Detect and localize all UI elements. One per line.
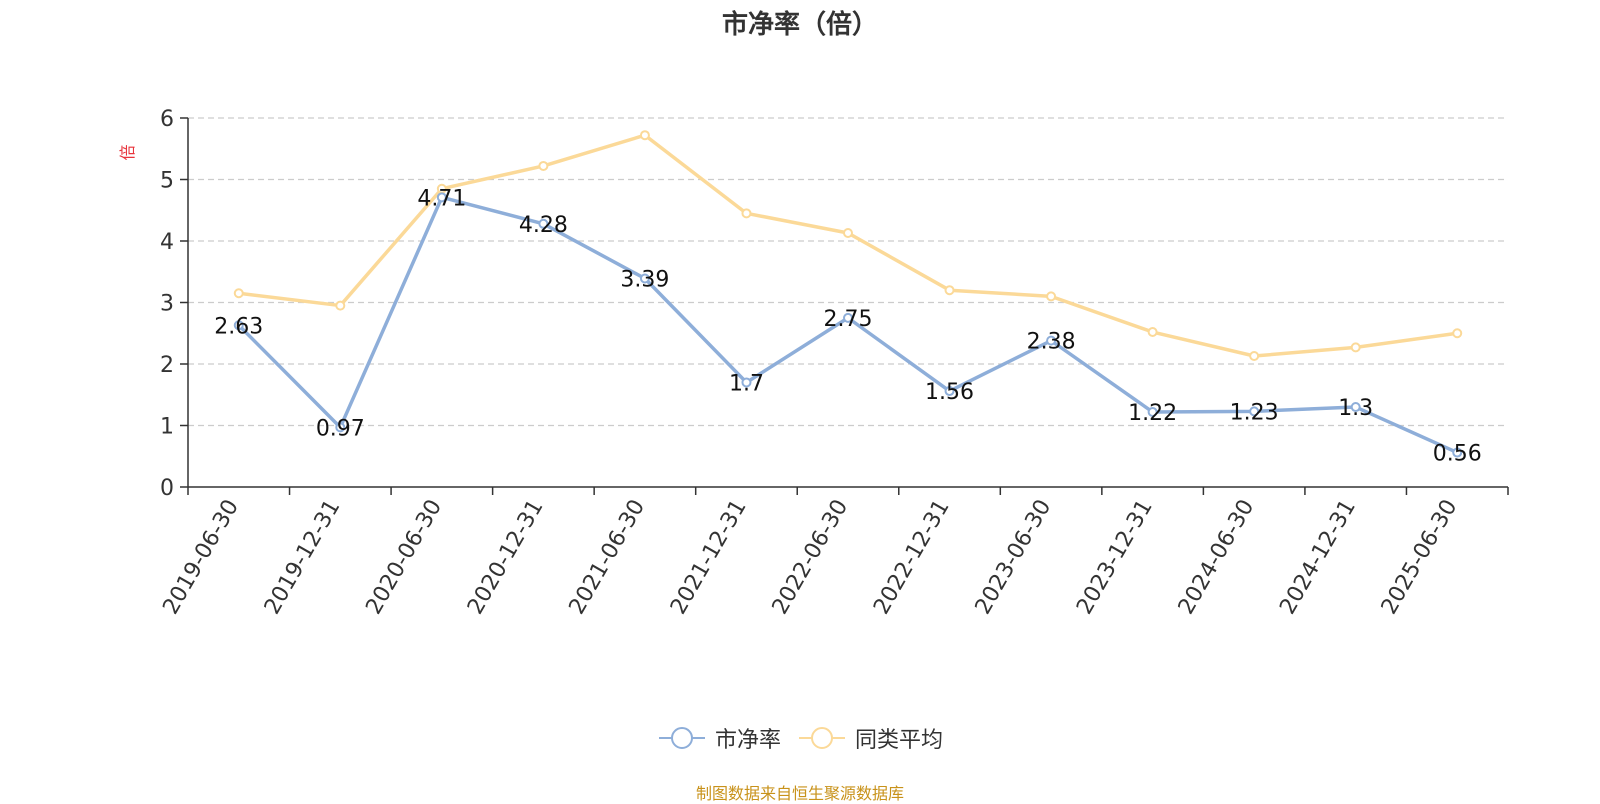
legend-label: 同类平均	[855, 728, 944, 753]
x-tick-label: 2020-12-31	[463, 496, 549, 619]
data-label: 1.22	[1128, 401, 1177, 426]
legend-marker-icon	[799, 727, 845, 749]
data-point-0[interactable]	[944, 386, 955, 397]
data-point-1[interactable]	[1046, 291, 1057, 302]
legend: 市净率 同类平均	[0, 722, 1600, 754]
data-label: 0.56	[1433, 442, 1482, 467]
data-point-1[interactable]	[233, 288, 244, 299]
x-tick-label: 2023-06-30	[971, 496, 1057, 619]
data-point-0[interactable]	[639, 273, 650, 284]
data-point-0[interactable]	[1046, 335, 1057, 346]
x-tick-label: 2021-06-30	[565, 496, 651, 619]
y-tick-label: 0	[160, 476, 174, 501]
data-point-0[interactable]	[1452, 447, 1463, 458]
data-point-0[interactable]	[1147, 406, 1158, 417]
legend-label: 市净率	[714, 728, 781, 753]
data-point-0[interactable]	[843, 312, 853, 323]
data-point-1[interactable]	[1147, 327, 1158, 338]
source-note: 制图数据来自恒生聚源数据库	[695, 784, 904, 803]
chart-title: 市净率（倍）	[721, 10, 878, 40]
legend-item-series-0[interactable]: 市净率	[657, 722, 781, 754]
x-tick-label: 2019-06-30	[158, 496, 244, 619]
data-point-1[interactable]	[1350, 342, 1361, 353]
legend-marker-icon	[658, 727, 705, 749]
x-tick-label: 2021-12-31	[666, 496, 752, 619]
data-label: 3.39	[620, 268, 669, 293]
data-label: 1.56	[925, 380, 974, 405]
data-label: 0.97	[316, 416, 365, 441]
data-point-1[interactable]	[741, 208, 752, 219]
y-axis-label: 倍	[118, 144, 137, 160]
data-point-1[interactable]	[944, 285, 955, 296]
x-tick-label: 2020-06-30	[361, 496, 447, 619]
x-tick-label: 2023-12-31	[1072, 496, 1158, 619]
data-point-0[interactable]	[1350, 402, 1361, 413]
data-point-1[interactable]	[538, 160, 549, 171]
x-tick-label: 2022-06-30	[768, 496, 854, 619]
data-point-1[interactable]	[639, 130, 650, 141]
data-point-0[interactable]	[436, 192, 447, 203]
data-point-0[interactable]	[741, 377, 752, 388]
data-point-0[interactable]	[1249, 406, 1260, 417]
y-tick-label: 6	[160, 107, 174, 132]
data-point-0[interactable]	[538, 218, 549, 229]
data-label: 2.38	[1027, 330, 1076, 355]
data-point-0[interactable]	[335, 422, 346, 433]
data-point-0[interactable]	[233, 320, 244, 331]
data-point-1[interactable]	[1249, 351, 1260, 362]
data-label: 2.63	[214, 314, 263, 339]
x-tick-label: 2025-06-30	[1377, 496, 1463, 619]
data-label: 1.7	[729, 371, 764, 396]
y-tick-label: 4	[160, 230, 174, 255]
x-tick-label: 2019-12-31	[260, 496, 346, 619]
legend-item-series-1[interactable]: 同类平均	[797, 722, 943, 754]
y-tick-label: 2	[160, 353, 174, 378]
x-tick-label: 2022-12-31	[869, 496, 955, 619]
data-label: 2.75	[824, 307, 873, 332]
x-tick-label: 2024-12-31	[1275, 496, 1361, 619]
data-label: 4.28	[519, 213, 568, 238]
data-label: 1.23	[1230, 400, 1279, 425]
data-label: 4.71	[417, 186, 466, 211]
y-tick-label: 5	[160, 169, 174, 194]
x-tick-label: 2024-06-30	[1174, 496, 1260, 619]
data-label: 1.3	[1338, 396, 1373, 421]
data-point-1[interactable]	[843, 228, 853, 239]
y-tick-label: 3	[160, 292, 174, 317]
data-point-1[interactable]	[335, 300, 346, 311]
y-tick-label: 1	[160, 415, 174, 440]
data-point-1[interactable]	[1452, 328, 1463, 339]
